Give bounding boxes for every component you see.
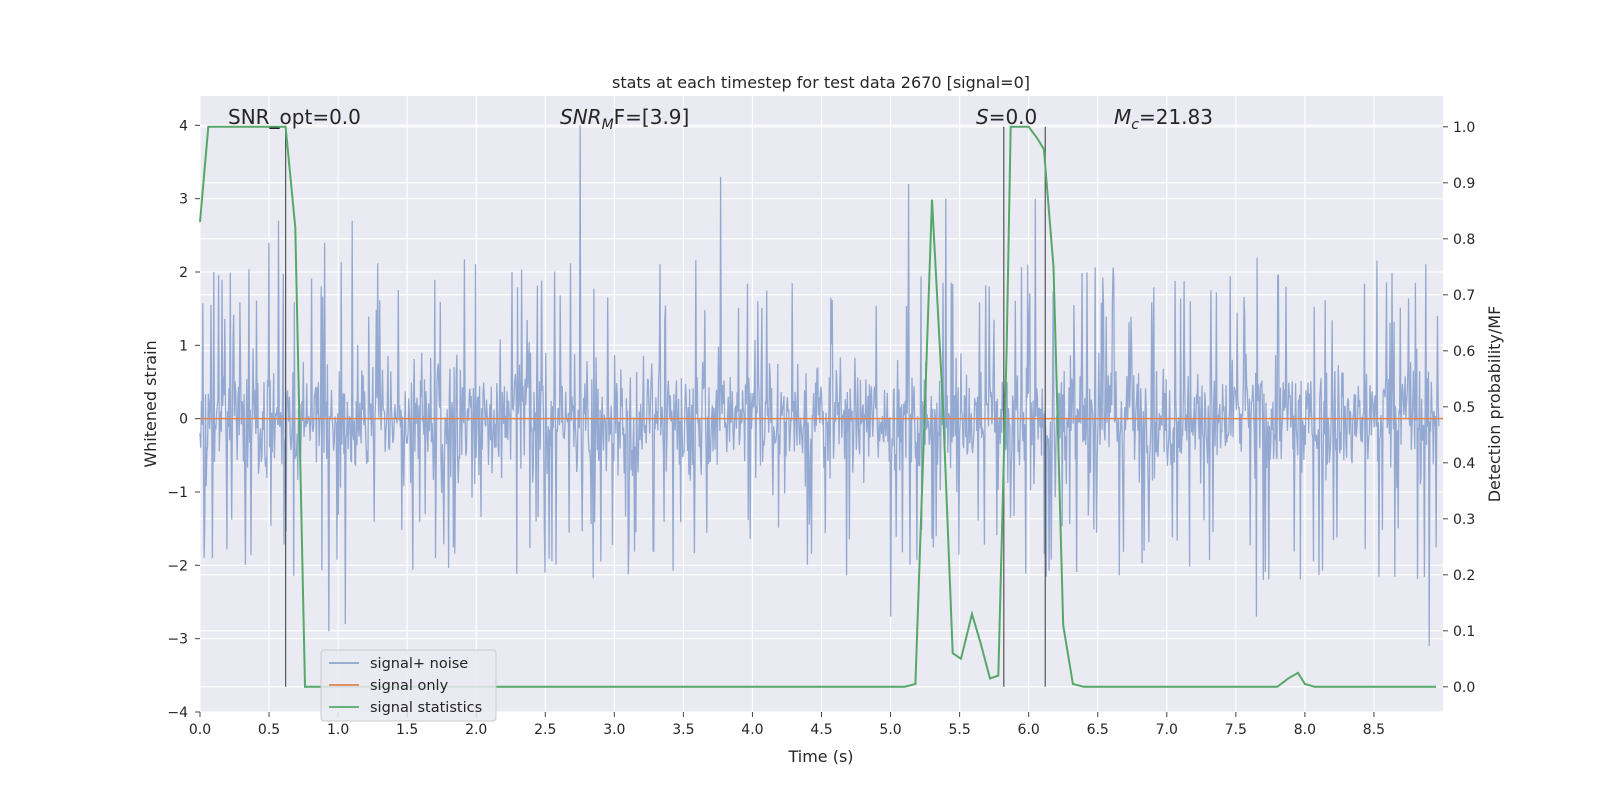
y-axis-label: Whitened strain: [141, 340, 160, 467]
x-tick-label: 8.0: [1294, 722, 1316, 738]
x-axis-label: Time (s): [787, 747, 853, 766]
x-tick-label: 7.5: [1225, 722, 1247, 738]
y-right-tick-label: 0.1: [1453, 624, 1475, 640]
x-tick-label: 7.0: [1156, 722, 1178, 738]
x-tick-label: 4.0: [741, 722, 763, 738]
y-tick-label: −2: [167, 558, 188, 574]
x-tick-label: 5.0: [879, 722, 901, 738]
legend-label-noise: signal+ noise: [370, 656, 468, 672]
x-tick-label: 8.5: [1363, 722, 1385, 738]
x-tick-label: 1.0: [327, 722, 349, 738]
y-right-tick-label: 0.6: [1453, 344, 1475, 360]
x-tick-label: 1.5: [396, 722, 418, 738]
y-tick-label: 4: [179, 118, 188, 134]
x-tick-label: 2.0: [465, 722, 487, 738]
vertical-markers: [285, 126, 1046, 687]
y-tick-label: −4: [167, 705, 188, 721]
y-right-tick-label: 0.2: [1453, 568, 1475, 584]
annotation-snr-mf: SNRMF=[3.9]: [560, 105, 689, 133]
y-right-tick-label: 0.0: [1453, 680, 1475, 696]
y-right-tick-label: 0.5: [1453, 400, 1475, 416]
y-right-tick-label: 0.7: [1453, 288, 1475, 304]
y-tick-label: 3: [179, 192, 188, 208]
x-tick-label: 5.5: [948, 722, 970, 738]
y-tick-label: −3: [167, 632, 188, 648]
annotation-s: S=0.0: [976, 105, 1037, 129]
x-tick-label: 0.0: [189, 722, 211, 738]
annotation-mc: Mc=21.83: [1114, 105, 1213, 133]
y-right-tick-label: 0.8: [1453, 232, 1475, 248]
legend-label-signal-only: signal only: [370, 678, 449, 694]
y-right-tick-label: 1.0: [1453, 120, 1475, 136]
statistics-line: [199, 125, 1437, 688]
y-tick-label: 1: [179, 338, 188, 354]
annotation-snr-opt: SNR_opt=0.0: [228, 105, 361, 129]
y-right-tick-label: 0.9: [1453, 176, 1475, 192]
y-tick-label: 2: [179, 265, 188, 281]
x-tick-label: 6.5: [1087, 722, 1109, 738]
y-tick-label: 0: [179, 412, 188, 428]
noise-trace: [199, 125, 1440, 647]
x-tick-label: 6.0: [1018, 722, 1040, 738]
chart-title: stats at each timestep for test data 267…: [612, 73, 1030, 92]
legend-label-statistics: signal statistics: [370, 700, 482, 716]
x-tick-label: 4.5: [810, 722, 832, 738]
legend-box: [320, 649, 497, 722]
x-tick-label: 2.5: [534, 722, 556, 738]
y-right-tick-label: 0.3: [1453, 512, 1475, 528]
y-tick-label: −1: [167, 485, 188, 501]
legend: signal+ noise signal only signal statist…: [320, 649, 497, 722]
series-signal-statistics: [199, 125, 1437, 688]
y-right-tick-label: 0.4: [1453, 456, 1475, 472]
x-tick-label: 3.0: [603, 722, 625, 738]
x-tick-label: 0.5: [258, 722, 280, 738]
axis-ticks: 0.0 0.5 1.0 1.5 2.0 2.5 3.0 3.5 4.0 4.5 5.0 5.5 6.0 6…: [167, 118, 1475, 738]
x-tick-label: 3.5: [672, 722, 694, 738]
y-right-axis-label: Detection probability/MF: [1485, 306, 1504, 503]
series-signal-noise: [199, 125, 1440, 647]
